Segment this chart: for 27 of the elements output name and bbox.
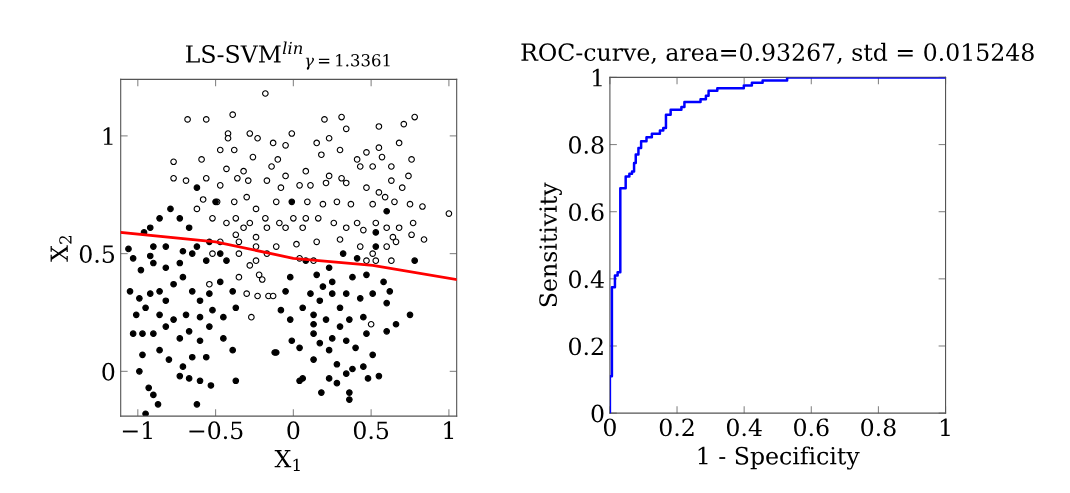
x-tick-label: 1 xyxy=(940,418,950,436)
chart-title: ROC-curve, area=0.93267, std = 0.015248 xyxy=(521,42,1034,64)
x-tick-label: 0.2 xyxy=(659,418,694,437)
chart-title: LS-SVM$^{lin}$$_{γ=1.3361}$ xyxy=(185,41,390,70)
x-tick-label: 0 xyxy=(287,421,300,440)
x-tick-label: −0.5 xyxy=(189,421,243,440)
y-tick-label: 1 xyxy=(592,68,602,87)
y-tick-label: 0 xyxy=(591,404,604,423)
x-tick-label: 0.4 xyxy=(726,418,762,437)
x-tick-label: 1 xyxy=(444,421,454,439)
x-axis-title: 1 - Specificity xyxy=(698,446,860,470)
y-tick-label: 0.6 xyxy=(569,203,604,221)
x-tick-label: 0.8 xyxy=(861,418,896,437)
y-axis-title: Sensitivity xyxy=(539,182,562,307)
y-tick-label: 1 xyxy=(103,127,113,145)
x-tick-label: 0 xyxy=(603,418,616,437)
y-tick-label: 0.5 xyxy=(79,245,115,263)
x-axis-title: X$_{1}$ xyxy=(274,450,300,471)
x-tick-label: 0.5 xyxy=(353,421,389,440)
x-tick-label: −1 xyxy=(122,421,152,439)
y-tick-label: 0.4 xyxy=(569,270,604,289)
y-tick-label: 0.2 xyxy=(569,337,603,356)
y-tick-label: 0 xyxy=(102,362,115,381)
y-axis-title: X$_{2}$ xyxy=(50,235,72,262)
line-series xyxy=(120,231,457,281)
x-tick-label: 0.6 xyxy=(794,418,829,437)
y-tick-label: 0.8 xyxy=(569,135,604,154)
